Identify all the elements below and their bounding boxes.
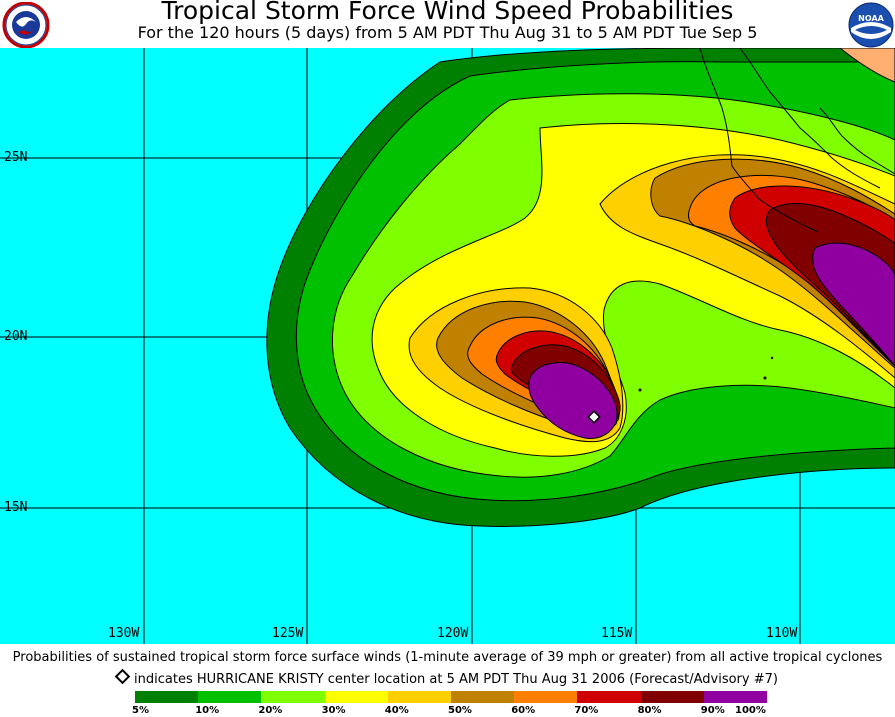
legend-label: 100% [735, 705, 766, 716]
caption-probabilities: Probabilities of sustained tropical stor… [12, 650, 883, 665]
legend-swatch [514, 691, 578, 703]
diamond-icon [114, 668, 131, 685]
legend-label: 20% [258, 705, 283, 716]
storm-center-diamond [587, 410, 601, 424]
probability-legend [135, 691, 767, 703]
caption-storm-marker: indicates HURRICANE KRISTY center locati… [0, 668, 895, 687]
lat-label-25n: 25N [4, 150, 28, 165]
probability-map [0, 48, 895, 644]
legend-swatch [577, 691, 641, 703]
legend-swatch [324, 691, 388, 703]
legend-label: 40% [384, 705, 409, 716]
coastline [699, 48, 895, 233]
legend-swatch [198, 691, 262, 703]
legend-swatch [703, 691, 767, 703]
caption-storm-text: indicates HURRICANE KRISTY center locati… [134, 672, 778, 687]
lat-label-15n: 15N [4, 500, 28, 515]
legend-swatch [450, 691, 515, 703]
legend-swatch [135, 691, 199, 703]
legend-swatch [640, 691, 704, 703]
lon-label-125w: 125W [272, 626, 304, 641]
lon-label-115w: 115W [601, 626, 633, 641]
legend-label: 60% [511, 705, 536, 716]
legend-label: 80% [637, 705, 662, 716]
prob-90-contour [528, 242, 895, 439]
legend-swatch [261, 691, 325, 703]
lon-label-120w: 120W [437, 626, 469, 641]
legend-label: 70% [574, 705, 599, 716]
lat-label-20n: 20N [4, 329, 28, 344]
map-title: Tropical Storm Force Wind Speed Probabil… [161, 0, 734, 25]
legend-label: 30% [321, 705, 346, 716]
prob-80-contour [510, 203, 895, 419]
noaa-logo: NOAA [847, 2, 895, 48]
island-marks [638, 356, 774, 392]
legend-label: 50% [448, 705, 472, 716]
svg-text:NOAA: NOAA [858, 14, 884, 23]
legend-label: 90% [700, 705, 725, 716]
legend-label: 5% [132, 705, 149, 716]
probability-legend-labels: 5% 10% 20% 30% 40% 50% 60% 70% 80% 90% 100% [0, 705, 895, 717]
legend-swatch [387, 691, 451, 703]
legend-label: 10% [195, 705, 220, 716]
nws-logo [2, 1, 50, 49]
map-subtitle: For the 120 hours (5 days) from 5 AM PDT… [137, 23, 758, 42]
lon-label-130w: 130W [108, 626, 140, 641]
lon-label-110w: 110W [766, 626, 798, 641]
